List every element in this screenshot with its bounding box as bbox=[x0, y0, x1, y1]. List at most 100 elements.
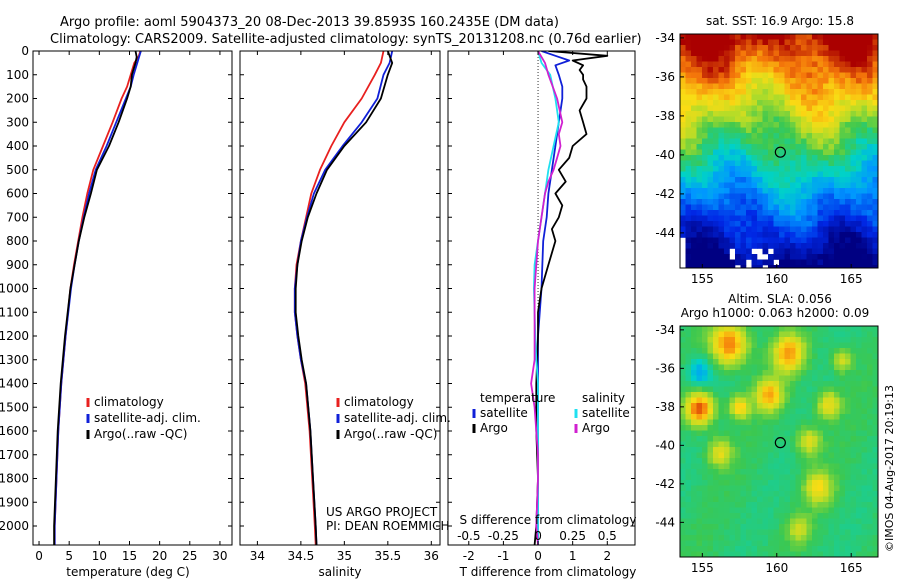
map-cell bbox=[850, 226, 857, 233]
map-cell bbox=[735, 188, 741, 194]
map-cell bbox=[691, 61, 697, 68]
map-cell bbox=[834, 513, 840, 519]
map-cell bbox=[680, 535, 686, 541]
map-cell bbox=[828, 94, 835, 101]
map-cell bbox=[779, 458, 785, 464]
map-cell bbox=[691, 133, 697, 139]
map-cell bbox=[757, 342, 763, 349]
map-cell bbox=[823, 237, 829, 244]
map-cell bbox=[707, 94, 714, 101]
map-cell bbox=[828, 265, 835, 268]
map-cell bbox=[828, 485, 835, 492]
map-cell bbox=[801, 259, 807, 266]
map-cell bbox=[839, 149, 846, 156]
map-cell bbox=[867, 34, 873, 40]
map-cell bbox=[856, 370, 862, 376]
map-cell bbox=[845, 182, 851, 189]
map-cell bbox=[718, 403, 725, 409]
map-cell bbox=[795, 469, 802, 475]
map-cell bbox=[817, 133, 824, 139]
map-cell bbox=[685, 359, 692, 365]
map-cell bbox=[795, 326, 802, 332]
map-cell bbox=[779, 474, 785, 481]
map-cell bbox=[773, 364, 780, 371]
map-cell bbox=[850, 149, 857, 156]
map-cell bbox=[823, 259, 829, 266]
map-cell bbox=[828, 111, 835, 117]
map-cell bbox=[702, 105, 708, 112]
map-cell bbox=[740, 518, 747, 525]
map-cell bbox=[856, 138, 862, 145]
map-cell bbox=[713, 45, 719, 51]
map-cell bbox=[680, 359, 686, 365]
map-cell bbox=[806, 342, 813, 349]
map-cell bbox=[795, 331, 802, 338]
map-cell bbox=[872, 182, 878, 189]
map-cell bbox=[757, 458, 763, 464]
map-cell bbox=[713, 436, 719, 442]
map-cell bbox=[773, 370, 780, 376]
map-cell bbox=[762, 353, 769, 360]
map-cell bbox=[718, 540, 725, 547]
map-cell bbox=[762, 524, 769, 530]
map-cell bbox=[680, 127, 686, 134]
map-cell bbox=[817, 259, 824, 266]
legend-heading-salinity: salinity bbox=[582, 391, 625, 405]
map-cell bbox=[768, 45, 774, 51]
map-cell bbox=[768, 524, 774, 530]
map-cell bbox=[707, 215, 714, 222]
map-cell bbox=[729, 83, 736, 90]
map-cell bbox=[680, 414, 686, 420]
map-cell bbox=[795, 100, 802, 106]
map-cell bbox=[702, 441, 708, 448]
map-cell bbox=[872, 370, 878, 376]
map-cell bbox=[784, 397, 791, 404]
map-cell bbox=[696, 226, 703, 233]
map-cell bbox=[790, 392, 796, 398]
map-cell bbox=[740, 83, 747, 90]
map-cell bbox=[823, 149, 829, 156]
map-cell bbox=[795, 337, 802, 343]
map-cell bbox=[680, 138, 686, 145]
map-cell bbox=[839, 331, 846, 338]
map-cell bbox=[850, 513, 857, 519]
map-cell bbox=[806, 243, 813, 249]
map-cell bbox=[784, 133, 791, 139]
map-cell bbox=[751, 61, 758, 68]
map-cell bbox=[828, 45, 835, 51]
map-cell bbox=[773, 414, 780, 420]
map-cell bbox=[773, 34, 780, 40]
map-cell bbox=[707, 403, 714, 409]
map-cell bbox=[834, 425, 840, 431]
map-cell bbox=[867, 381, 873, 387]
map-cell bbox=[801, 364, 807, 371]
map-cell bbox=[724, 375, 730, 382]
map-cell bbox=[751, 375, 758, 382]
map-cell bbox=[768, 392, 774, 398]
map-cell bbox=[812, 166, 818, 172]
map-cell bbox=[768, 381, 774, 387]
map-cell bbox=[861, 226, 868, 233]
map-cell bbox=[861, 496, 868, 503]
map-cell bbox=[685, 78, 692, 84]
map-cell bbox=[790, 237, 796, 244]
map-cell bbox=[850, 61, 857, 68]
map-cell bbox=[740, 529, 747, 536]
map-cell bbox=[850, 221, 857, 227]
sst-map-frame bbox=[679, 33, 879, 269]
map-cell bbox=[773, 408, 780, 415]
map-cell bbox=[762, 56, 769, 62]
map-cell bbox=[828, 144, 835, 150]
map-cell bbox=[691, 529, 697, 536]
map-cell bbox=[685, 551, 692, 557]
map-cell bbox=[812, 232, 818, 238]
map-cell bbox=[746, 177, 752, 183]
map-cell bbox=[872, 469, 878, 475]
map-cell bbox=[713, 348, 719, 354]
map-cell bbox=[856, 359, 862, 365]
map-cell bbox=[768, 364, 774, 371]
map-cell bbox=[856, 149, 862, 156]
map-cell bbox=[795, 403, 802, 409]
map-cell bbox=[784, 105, 791, 112]
map-cell bbox=[828, 425, 835, 431]
